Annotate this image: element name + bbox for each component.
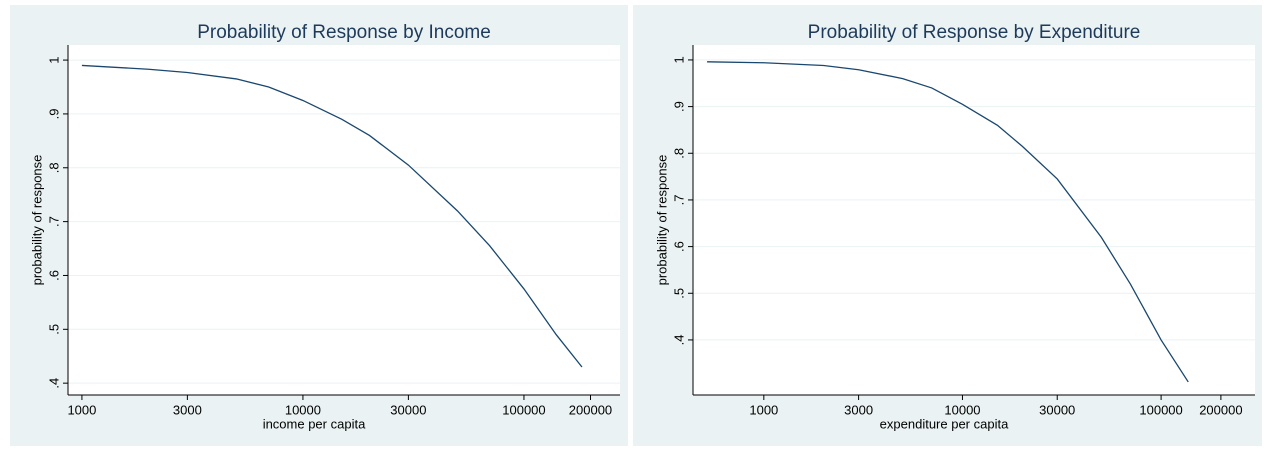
x-tick-label: 200000 <box>1199 402 1242 417</box>
x-tick-label: 1000 <box>749 402 778 417</box>
data-line <box>81 64 583 368</box>
y-tick-label: .9 <box>46 109 61 120</box>
y-tick-label: .4 <box>46 378 61 389</box>
x-axis-label: expenditure per capita <box>880 416 1009 431</box>
x-tick-label: 10000 <box>944 402 980 417</box>
y-axis-label: probability of response <box>654 155 669 286</box>
x-tick-label: 3000 <box>844 402 873 417</box>
y-tick-label: .7 <box>671 195 686 206</box>
y-axis-label: probability of response <box>29 155 44 286</box>
x-tick-label: 1000 <box>67 402 96 417</box>
x-tick-label: 30000 <box>390 402 426 417</box>
y-tick-label: .6 <box>46 270 61 281</box>
y-tick-label: .6 <box>671 241 686 252</box>
y-tick-label: .9 <box>671 101 686 112</box>
chart-title: Probability of Response by Income <box>197 22 491 43</box>
y-tick-label: 1 <box>46 56 61 63</box>
x-tick-label: 3000 <box>173 402 202 417</box>
x-tick-label: 100000 <box>1139 402 1182 417</box>
chart-title: Probability of Response by Expenditure <box>808 22 1141 43</box>
y-tick-label: 1 <box>671 56 686 63</box>
x-tick-label: 200000 <box>569 402 612 417</box>
x-tick-label: 100000 <box>502 402 545 417</box>
data-line <box>707 61 1189 383</box>
y-tick-label: .8 <box>671 148 686 159</box>
y-tick-label: .7 <box>46 216 61 227</box>
y-tick-label: .4 <box>671 335 686 346</box>
x-axis-label: income per capita <box>263 416 366 431</box>
plot-area <box>68 45 620 395</box>
x-tick-label: 30000 <box>1039 402 1075 417</box>
y-tick-label: .8 <box>46 162 61 173</box>
y-tick-label: .5 <box>671 288 686 299</box>
plot-area <box>693 45 1255 395</box>
y-tick-label: .5 <box>46 324 61 335</box>
x-tick-label: 10000 <box>285 402 321 417</box>
